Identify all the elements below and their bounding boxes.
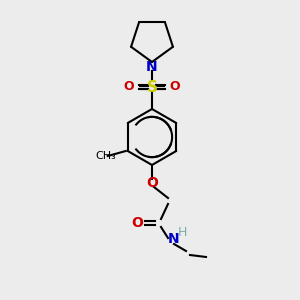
Text: S: S	[146, 80, 158, 94]
Text: N: N	[168, 232, 180, 246]
Text: O: O	[131, 216, 143, 230]
Text: O: O	[146, 176, 158, 190]
Text: O: O	[170, 80, 180, 94]
Text: CH₃: CH₃	[95, 151, 116, 161]
Text: H: H	[177, 226, 187, 239]
Text: N: N	[146, 60, 158, 74]
Text: O: O	[124, 80, 134, 94]
